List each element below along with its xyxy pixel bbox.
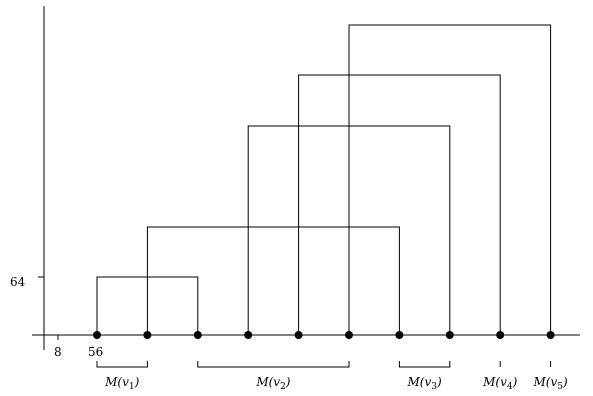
points — [93, 331, 555, 339]
group-bracket-2 — [197, 361, 350, 368]
group-bracket-3 — [398, 361, 451, 368]
point-3 — [193, 331, 202, 339]
group-brackets: M(v1) M(v2) M(v3) M(v4) M(v5) — [96, 361, 568, 392]
point-4 — [244, 331, 253, 339]
group-label-4: M(v4) — [482, 375, 517, 392]
point-10 — [546, 331, 555, 339]
group-label-2: M(v2) — [255, 375, 290, 392]
point-5 — [294, 331, 303, 339]
point-9 — [496, 331, 505, 339]
x-tick-label-a: 8 — [54, 345, 62, 359]
arc-4 — [298, 74, 501, 335]
group-label-1: M(v1) — [104, 375, 139, 392]
group-label-5: M(v5) — [533, 375, 568, 392]
arcs — [96, 24, 552, 335]
point-7 — [395, 331, 404, 339]
group-bracket-1 — [96, 361, 148, 368]
arc-2 — [146, 226, 400, 335]
point-6 — [345, 331, 353, 339]
point-1 — [93, 331, 101, 339]
group-label-3: M(v3) — [407, 375, 442, 392]
point-8 — [445, 331, 454, 339]
y-tick-label: 64 — [10, 275, 26, 289]
point-2 — [143, 331, 152, 339]
x-tick-label-b: 56 — [88, 345, 103, 359]
arc-5 — [348, 24, 552, 335]
